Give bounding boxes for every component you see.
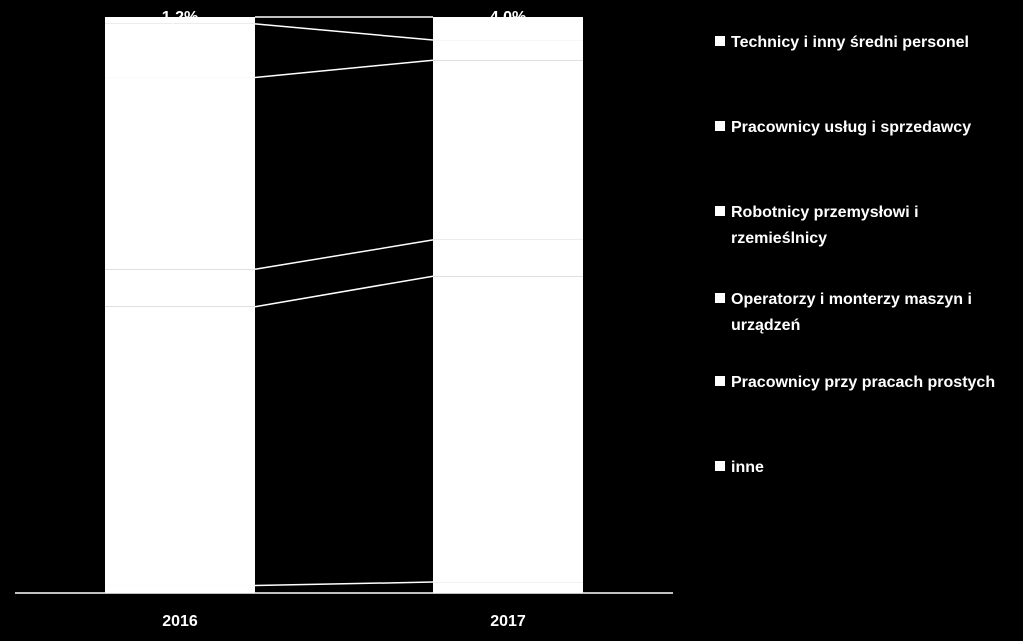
bar-segment-2016-1 xyxy=(105,17,255,24)
legend-item-4: Operatorzy i monterzy maszyn i urządzeń xyxy=(715,287,1015,339)
bar-segment-2017-1 xyxy=(433,17,583,41)
legend-item-2: Pracownicy usług i sprzedawcy xyxy=(715,115,1015,141)
connector-line-2 xyxy=(254,59,434,79)
label-top-clip xyxy=(0,0,700,5)
series-connectors xyxy=(254,16,434,587)
legend-item-5: Pracownicy przy pracach prostych xyxy=(715,370,1015,396)
legend-label: inne xyxy=(731,459,764,476)
bar-segment-2016-4 xyxy=(105,269,255,307)
legend-label: Pracownicy przy pracach prostych xyxy=(731,374,996,391)
legend-item-3: Robotnicy przemysłowi i rzemieślnicy xyxy=(715,200,1015,252)
x-axis-tick-labels: 2016 2017 xyxy=(162,613,526,630)
bar-segment-2017-4 xyxy=(433,239,583,277)
bar-segment-2016-3 xyxy=(105,77,255,270)
bar-segment-2017-5 xyxy=(433,276,583,583)
legend-label: Pracownicy usług i sprzedawcy xyxy=(731,119,972,136)
legend-label: Operatorzy i monterzy maszyn i urządzeń xyxy=(731,291,972,334)
legend-swatch xyxy=(715,36,725,46)
legend-item-1: Technicy i inny średni personel xyxy=(715,30,1015,56)
connector-line-1 xyxy=(254,23,434,41)
bar-segment-2016-5 xyxy=(105,306,255,586)
legend-label: Robotnicy przemysłowi i rzemieślnicy xyxy=(731,204,919,247)
legend-swatch xyxy=(715,293,725,303)
bar-segment-2017-3 xyxy=(433,60,583,240)
bar-segment-2016-6 xyxy=(105,585,255,593)
legend-swatch xyxy=(715,206,725,216)
bar-segment-2017-6 xyxy=(433,582,583,593)
x-tick-label-2016: 2016 xyxy=(162,613,198,630)
legend-item-6: inne xyxy=(715,455,1015,481)
legend-swatch xyxy=(715,121,725,131)
legend-swatch xyxy=(715,376,725,386)
x-tick-label-2017: 2017 xyxy=(490,613,526,630)
connector-line-5 xyxy=(254,581,434,587)
connector-line-4 xyxy=(254,275,434,308)
connector-line-3 xyxy=(254,239,434,271)
bar-segment-2017-2 xyxy=(433,40,583,61)
bars-group xyxy=(105,17,583,593)
legend-label: Technicy i inny średni personel xyxy=(731,34,969,51)
legend-swatch xyxy=(715,461,725,471)
bar-segment-2016-2 xyxy=(105,23,255,78)
